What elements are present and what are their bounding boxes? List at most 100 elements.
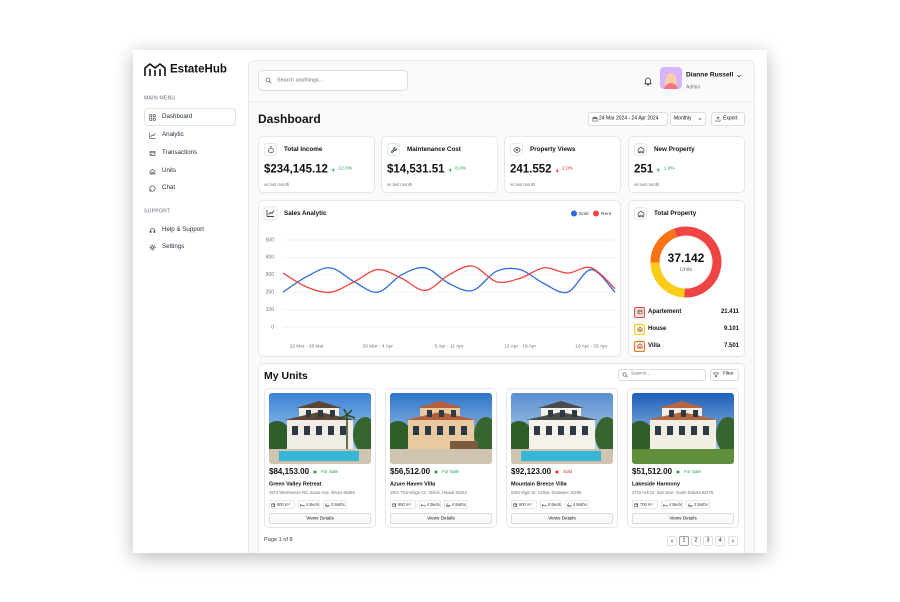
trend-arrow (656, 168, 661, 172)
stat-value: 251 (634, 163, 654, 176)
page-button[interactable] (679, 536, 689, 546)
window (439, 410, 444, 417)
page-number: 4 (718, 537, 722, 544)
unit-status: For Sale (684, 468, 702, 474)
stat-value-row: 241.552 2.0% (510, 164, 573, 176)
y-tick-label: 0 (271, 324, 274, 330)
icon-shape (265, 77, 272, 84)
icon (446, 502, 451, 507)
donut-total: 37.142 (668, 251, 705, 265)
unit-chip (444, 500, 468, 509)
filter-button[interactable] (710, 369, 739, 381)
stat-change: 1.0% (663, 166, 675, 172)
total-icon-box (634, 207, 647, 220)
period-text: Monthly (674, 115, 692, 122)
icon (300, 503, 305, 507)
menu-item: Settings (162, 242, 185, 250)
unit-price: $51,512.00 (632, 467, 673, 476)
page-next[interactable] (728, 536, 738, 546)
window (572, 410, 577, 417)
status-dot (676, 470, 680, 474)
stat-title: Total Income (284, 145, 323, 153)
view-details-button[interactable] (632, 513, 734, 524)
stat-change: 12.0% (338, 166, 353, 172)
legend-icon-box (634, 306, 645, 318)
page-button[interactable] (703, 536, 713, 546)
icon-shape (512, 146, 521, 153)
stat-title: Property Views (530, 145, 576, 153)
icon (688, 502, 693, 507)
window (534, 426, 540, 435)
page-button[interactable] (691, 536, 701, 546)
trend-arrow-shape (656, 168, 661, 172)
icon (698, 118, 702, 120)
legend-value: 7.501 (723, 343, 739, 349)
period-select[interactable] (670, 112, 706, 126)
window (330, 410, 335, 417)
icon (637, 326, 642, 332)
unit-price: $92,123.00 (511, 467, 552, 476)
window (328, 426, 334, 435)
stat-note: vs last month (264, 181, 290, 187)
series-line (282, 266, 616, 294)
icon-shape (513, 502, 518, 507)
x-tick-label: 19 Apr - 25 Apr (575, 343, 607, 349)
chart-icon-box (263, 206, 278, 221)
logo (144, 63, 166, 76)
window (669, 410, 674, 417)
status-dot (555, 470, 559, 474)
unit-chip-text: 4 Baths (573, 501, 587, 507)
icon (267, 145, 274, 153)
trees (474, 417, 492, 453)
unit-chip-text: 2 Baths (331, 501, 345, 507)
window (546, 426, 552, 435)
stat-note: vs last month (387, 181, 413, 187)
y-tick-label: 100 (266, 307, 275, 313)
card-title: Total Property (654, 209, 697, 217)
logo-shape (144, 63, 166, 76)
view-details-button[interactable] (511, 513, 613, 524)
x-tick-label: 12 Apr - 18 Apr (504, 343, 536, 349)
unit-chip (632, 500, 658, 509)
unit-photo (269, 393, 371, 464)
view-details-button[interactable] (269, 513, 371, 524)
units-search[interactable] (618, 369, 706, 381)
price-row: $51,512.00 For Sale (632, 468, 701, 476)
icon (149, 243, 156, 251)
stat-value-row: 251 1.0% (634, 164, 675, 176)
export-button[interactable] (711, 112, 745, 126)
menu-item-active[interactable] (144, 108, 236, 126)
icon (512, 146, 521, 153)
window (667, 426, 673, 435)
icon-shape (392, 502, 397, 507)
stat-value: $14,531.51 (387, 163, 445, 176)
date-range[interactable] (588, 112, 668, 126)
page-prev[interactable] (667, 536, 677, 546)
stat-note: vs last month (510, 181, 536, 187)
trend-arrow-shape (448, 168, 452, 172)
page-button[interactable] (715, 536, 725, 546)
view-details-button[interactable] (390, 513, 492, 524)
legend-value: 21.411 (720, 309, 739, 315)
stat-icon-box (264, 143, 277, 156)
icon (637, 146, 644, 153)
patio (450, 441, 478, 449)
icon-shape (713, 372, 719, 378)
stat-card (504, 136, 621, 193)
stat-change: 2.0% (562, 166, 574, 172)
icon (592, 116, 598, 122)
search-box[interactable] (258, 70, 408, 91)
icon (715, 116, 721, 122)
section-title: SUPPORT (144, 208, 171, 215)
unit-chip-text: 2 Baths (694, 501, 708, 507)
window (425, 426, 431, 435)
unit-address: 6391 Elgin St. Celina, Delaware 10299 (511, 489, 582, 495)
legend-icon-box (634, 323, 645, 335)
stat-icon-box (634, 143, 647, 156)
icon-shape (300, 503, 305, 507)
page-number: 2 (694, 537, 698, 544)
trend-arrow-shape (555, 168, 559, 172)
roof (659, 401, 705, 408)
legend-icon-box (634, 340, 645, 352)
search-placeholder: Search... (631, 371, 651, 377)
